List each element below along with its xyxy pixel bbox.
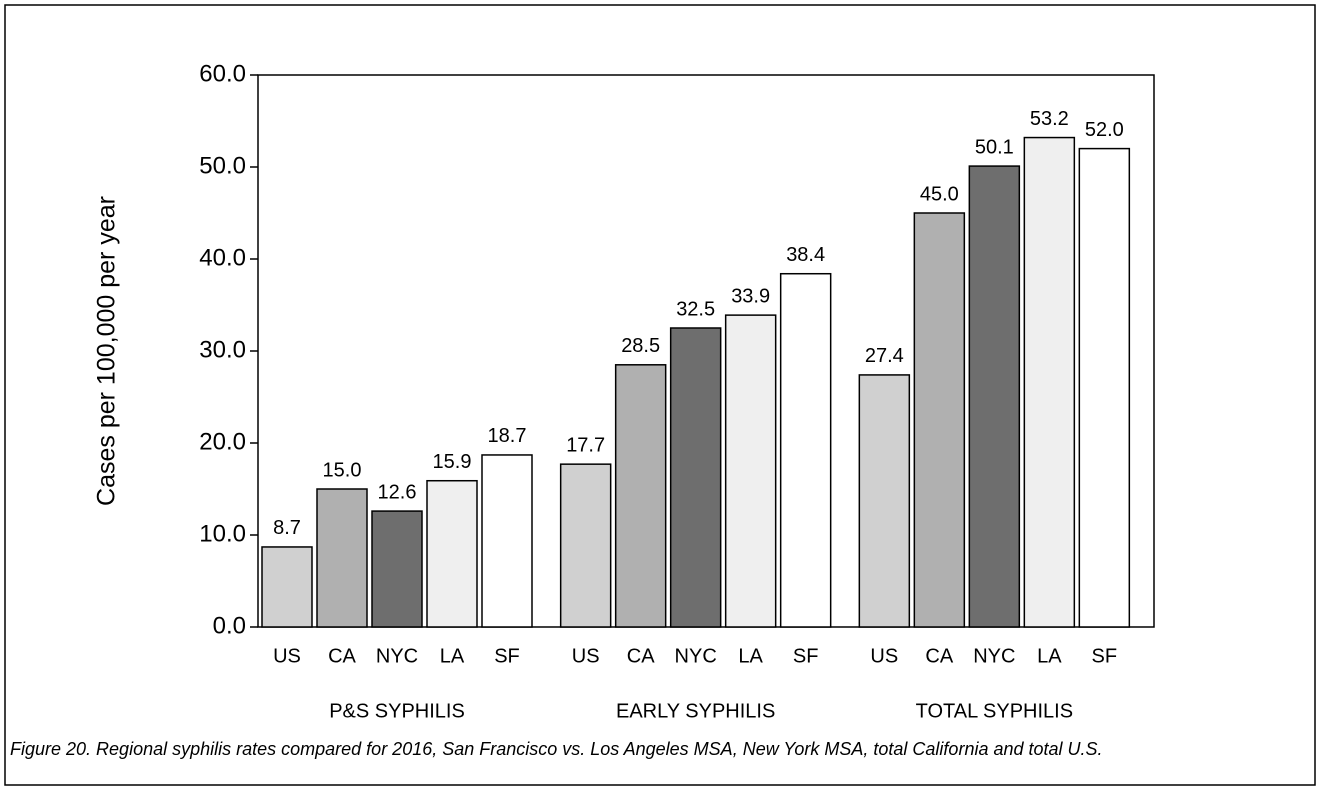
bar <box>1078 147 1131 628</box>
x-tick-label: LA <box>1037 645 1062 667</box>
bar <box>316 488 368 628</box>
outer-border <box>4 4 1316 786</box>
value-label: 28.5 <box>621 335 660 357</box>
x-tick-label: US <box>870 645 898 667</box>
x-tick-label: US <box>273 645 301 667</box>
value-label: 27.4 <box>865 345 904 367</box>
x-tick-label: NYC <box>376 645 418 667</box>
value-label: 53.2 <box>1030 108 1069 130</box>
y-tick-label: 30.0 <box>199 336 246 363</box>
value-label: 8.7 <box>273 517 301 539</box>
value-label: 17.7 <box>566 434 605 456</box>
x-tick-label: CA <box>925 645 953 667</box>
y-tick-label: 20.0 <box>199 428 246 455</box>
value-label: 38.4 <box>786 244 825 266</box>
value-label: 15.0 <box>323 459 362 481</box>
bar <box>261 546 313 628</box>
bar <box>724 314 777 628</box>
bar <box>968 165 1021 628</box>
bar <box>559 463 612 628</box>
bar <box>614 364 667 628</box>
value-label: 50.1 <box>975 136 1014 158</box>
y-tick-label: 60.0 <box>199 60 246 87</box>
x-tick-label: US <box>572 645 600 667</box>
value-label: 52.0 <box>1085 119 1124 141</box>
x-tick-label: CA <box>328 645 356 667</box>
bar <box>481 454 533 628</box>
value-label: 18.7 <box>488 425 527 447</box>
x-tick-label: LA <box>738 645 763 667</box>
group-label: TOTAL SYPHILIS <box>916 700 1073 722</box>
x-tick-label: LA <box>440 645 465 667</box>
value-label: 33.9 <box>731 285 770 307</box>
caption: Figure 20. Regional syphilis rates compa… <box>10 739 1103 759</box>
y-axis-label: Cases per 100,000 per year <box>93 196 121 506</box>
y-tick-label: 50.0 <box>199 152 246 179</box>
bar <box>913 212 966 628</box>
value-label: 12.6 <box>378 481 417 503</box>
bar <box>426 479 478 628</box>
bar <box>1023 136 1076 628</box>
x-tick-label: CA <box>627 645 655 667</box>
value-label: 32.5 <box>676 298 715 320</box>
y-tick-label: 0.0 <box>213 612 246 639</box>
x-tick-label: NYC <box>973 645 1015 667</box>
group-label: P&S SYPHILIS <box>329 700 465 722</box>
x-tick-label: SF <box>494 645 520 667</box>
bar <box>371 510 423 628</box>
x-tick-label: SF <box>793 645 819 667</box>
x-tick-label: SF <box>1092 645 1118 667</box>
y-tick-label: 40.0 <box>199 244 246 271</box>
value-label: 45.0 <box>920 183 959 205</box>
bar <box>858 374 911 628</box>
bar <box>779 272 832 628</box>
x-tick-label: NYC <box>675 645 717 667</box>
group-label: EARLY SYPHILIS <box>616 700 775 722</box>
y-tick-label: 10.0 <box>199 520 246 547</box>
value-label: 15.9 <box>433 451 472 473</box>
bar <box>669 327 722 628</box>
